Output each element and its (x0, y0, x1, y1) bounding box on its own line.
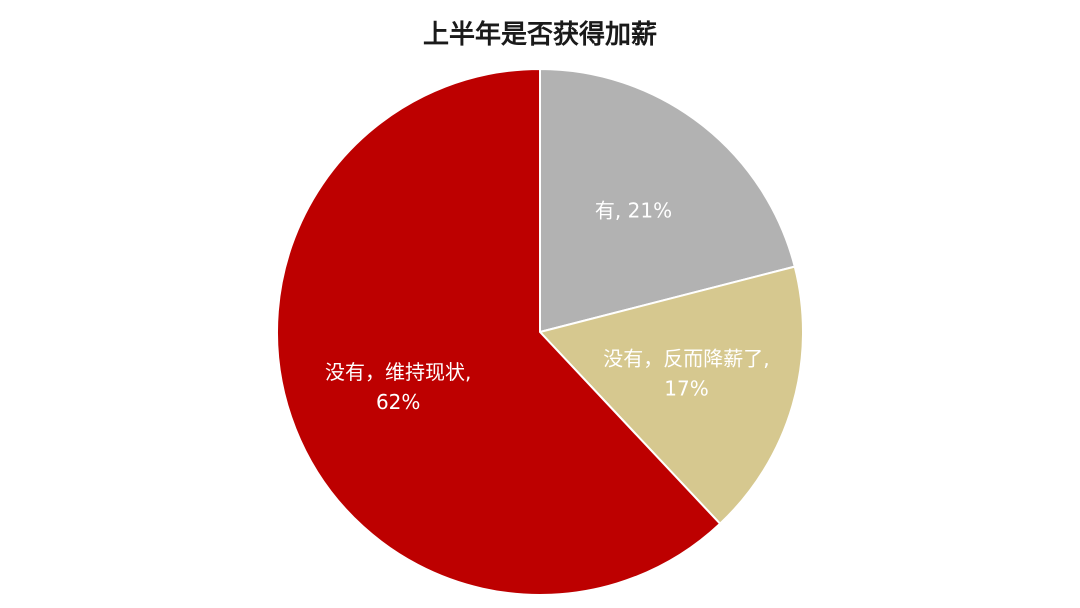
pie-slice-label-line: 有, 21% (595, 198, 672, 222)
pie-slice-1 (538, 265, 804, 526)
pie-slice-label-0: 有, 21% (595, 198, 672, 222)
pie-slice-label-1: 没有，反而降薪了, 17% (603, 346, 769, 400)
pie-slice-2 (276, 67, 722, 596)
pie-slice-0 (539, 67, 796, 334)
pie-slice-label-line: 没有，反而降薪了, (603, 346, 769, 370)
pie-slice-label-2: 没有，维持现状, 62% (325, 360, 471, 414)
pie-labels: 有, 21% 没有，反而降薪了, 17% 没有，维持现状, 62% (325, 198, 770, 414)
pie-slices (276, 67, 804, 596)
pie-slice-label-line: 17% (664, 376, 708, 400)
pie-slice-label-line: 62% (376, 390, 420, 414)
chart-title: 上半年是否获得加薪 (422, 20, 657, 50)
pie-slice-label-line: 没有，维持现状, (325, 360, 471, 384)
